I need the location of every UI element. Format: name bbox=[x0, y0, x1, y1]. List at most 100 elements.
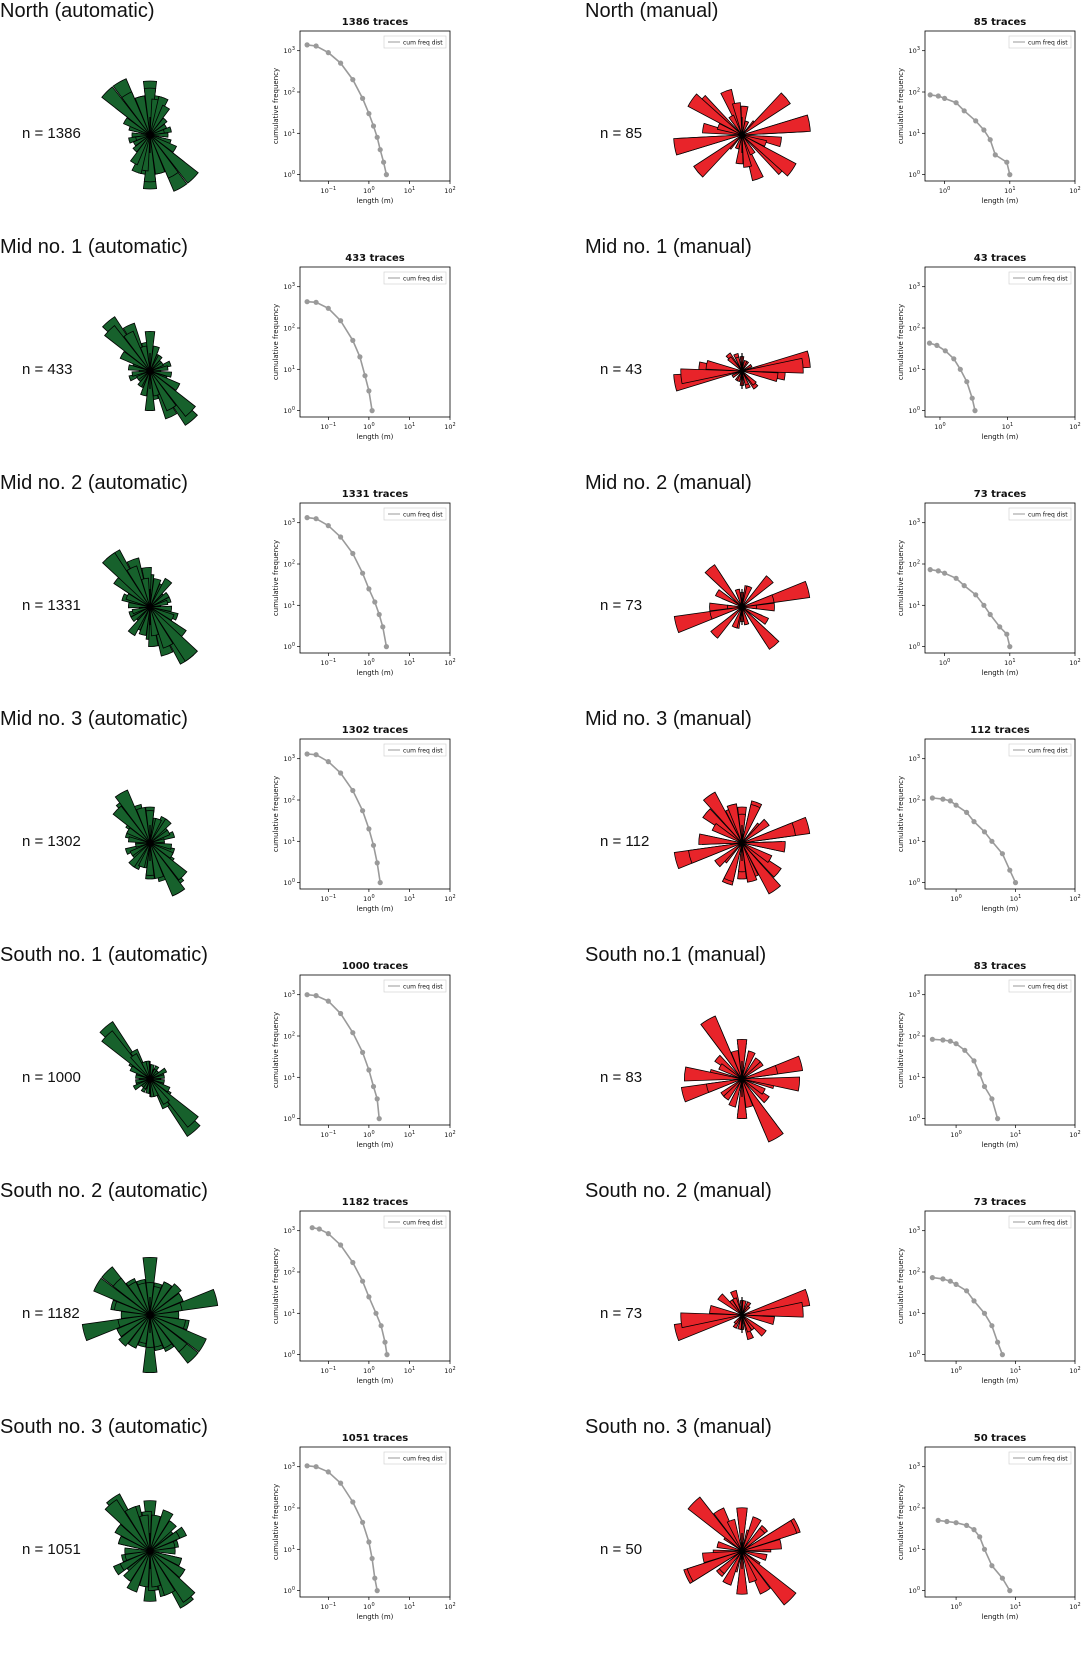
data-point bbox=[973, 592, 979, 598]
manual-rose-diagram bbox=[673, 88, 811, 182]
y-tick-label: 100 bbox=[909, 170, 920, 179]
rose-petal bbox=[714, 589, 743, 608]
rose-petal bbox=[125, 593, 151, 608]
data-point bbox=[338, 534, 344, 540]
data-point bbox=[313, 43, 319, 49]
data-point bbox=[304, 299, 310, 305]
rose-petal bbox=[722, 1550, 743, 1586]
series-line bbox=[930, 568, 1011, 647]
data-point bbox=[935, 1517, 941, 1523]
x-axis-label: length (m) bbox=[982, 669, 1019, 677]
rose-petals bbox=[104, 1493, 196, 1609]
data-point bbox=[376, 611, 382, 618]
rose-petal bbox=[718, 1550, 743, 1575]
rose-petal bbox=[149, 370, 177, 412]
rose-petal bbox=[149, 1074, 165, 1080]
manual-panel-title: South no.1 (manual) bbox=[585, 944, 767, 966]
x-tick-label: 100 bbox=[363, 658, 374, 667]
rose-petal bbox=[732, 102, 743, 136]
data-point bbox=[350, 1030, 356, 1036]
y-tick-label: 100 bbox=[909, 406, 920, 415]
data-point bbox=[313, 752, 319, 758]
data-point bbox=[947, 798, 953, 804]
data-point bbox=[981, 829, 988, 835]
rose-petal bbox=[709, 1305, 743, 1316]
plot-frame bbox=[924, 266, 1076, 418]
series-line bbox=[938, 1519, 1011, 1592]
x-tick-label: 100 bbox=[939, 186, 950, 195]
rose-petal bbox=[149, 134, 178, 153]
rose-petal bbox=[136, 370, 151, 381]
rose-petal bbox=[132, 134, 151, 147]
data-point bbox=[366, 1294, 372, 1300]
data-point bbox=[366, 388, 372, 394]
data-point bbox=[927, 92, 933, 98]
data-point bbox=[313, 1464, 319, 1470]
y-tick-label: 101 bbox=[284, 1309, 295, 1318]
x-tick-label: 10−1 bbox=[321, 1366, 337, 1375]
y-tick-label: 100 bbox=[284, 406, 295, 415]
rose-petal bbox=[135, 1074, 151, 1080]
x-tick-label: 101 bbox=[404, 422, 415, 431]
data-point bbox=[378, 1323, 384, 1329]
x-tick-label: 101 bbox=[404, 1130, 415, 1139]
data-point bbox=[372, 1575, 378, 1581]
data-point bbox=[370, 123, 377, 129]
rose-petal bbox=[123, 330, 151, 372]
rose-petal bbox=[741, 1550, 797, 1606]
rose-petal bbox=[741, 575, 774, 608]
x-tick-label: 100 bbox=[950, 1602, 961, 1611]
y-axis-label: cumulative frequency bbox=[897, 1484, 905, 1560]
data-point bbox=[964, 379, 970, 385]
legend-box bbox=[1008, 1451, 1072, 1465]
y-tick-label: 103 bbox=[284, 282, 295, 291]
data-point bbox=[981, 1083, 988, 1090]
data-point bbox=[325, 50, 331, 56]
x-tick-label: 10−1 bbox=[321, 894, 337, 903]
data-point bbox=[927, 567, 933, 573]
rose-petal bbox=[149, 370, 160, 397]
rose-petal bbox=[680, 368, 743, 385]
x-axis-label: length (m) bbox=[357, 1141, 394, 1149]
manual-cumulative-frequency-chart: 73 traces 100 101 102 100 101 102 103 length (m)… bbox=[897, 1197, 1081, 1385]
rose-petal bbox=[104, 325, 151, 372]
rose-petals bbox=[99, 1021, 201, 1137]
y-tick-label: 101 bbox=[909, 601, 920, 610]
y-tick-label: 103 bbox=[284, 46, 295, 55]
y-tick-label: 100 bbox=[909, 1350, 920, 1359]
data-point bbox=[380, 624, 386, 630]
rose-petal bbox=[129, 842, 151, 857]
rose-petal bbox=[149, 599, 169, 608]
automatic-sample-count: n = 433 bbox=[22, 361, 73, 378]
rose-petal bbox=[741, 1050, 756, 1080]
rose-petal bbox=[673, 1314, 743, 1342]
data-point bbox=[366, 111, 372, 117]
rose-petal bbox=[741, 1314, 753, 1333]
rose-petal bbox=[149, 134, 199, 184]
data-point bbox=[381, 159, 387, 165]
data-point bbox=[987, 137, 993, 143]
plot-frame bbox=[299, 1446, 451, 1598]
y-axis-label: cumulative frequency bbox=[272, 1484, 280, 1560]
rose-petal bbox=[741, 134, 752, 168]
y-tick-label: 101 bbox=[284, 365, 295, 374]
rose-petal bbox=[149, 606, 159, 637]
data-point bbox=[373, 1310, 379, 1316]
data-point bbox=[383, 644, 389, 650]
automatic-panel-title: South no. 1 (automatic) bbox=[0, 944, 208, 966]
rose-petal bbox=[149, 1067, 168, 1080]
plot-frame bbox=[924, 1210, 1076, 1362]
y-tick-label: 103 bbox=[284, 1462, 295, 1471]
rose-petal bbox=[716, 1541, 743, 1552]
rose-petal bbox=[693, 134, 743, 178]
data-point bbox=[1004, 631, 1010, 637]
x-tick-label: 102 bbox=[444, 1366, 455, 1375]
x-tick-label: 101 bbox=[1004, 186, 1015, 195]
manual-panel-title: Mid no. 3 (manual) bbox=[585, 708, 752, 730]
rose-petal bbox=[741, 841, 786, 853]
rose-petal bbox=[741, 1078, 766, 1095]
rose-petal bbox=[687, 93, 743, 136]
rose-petal bbox=[135, 1078, 151, 1084]
rose-petal bbox=[114, 1523, 151, 1552]
